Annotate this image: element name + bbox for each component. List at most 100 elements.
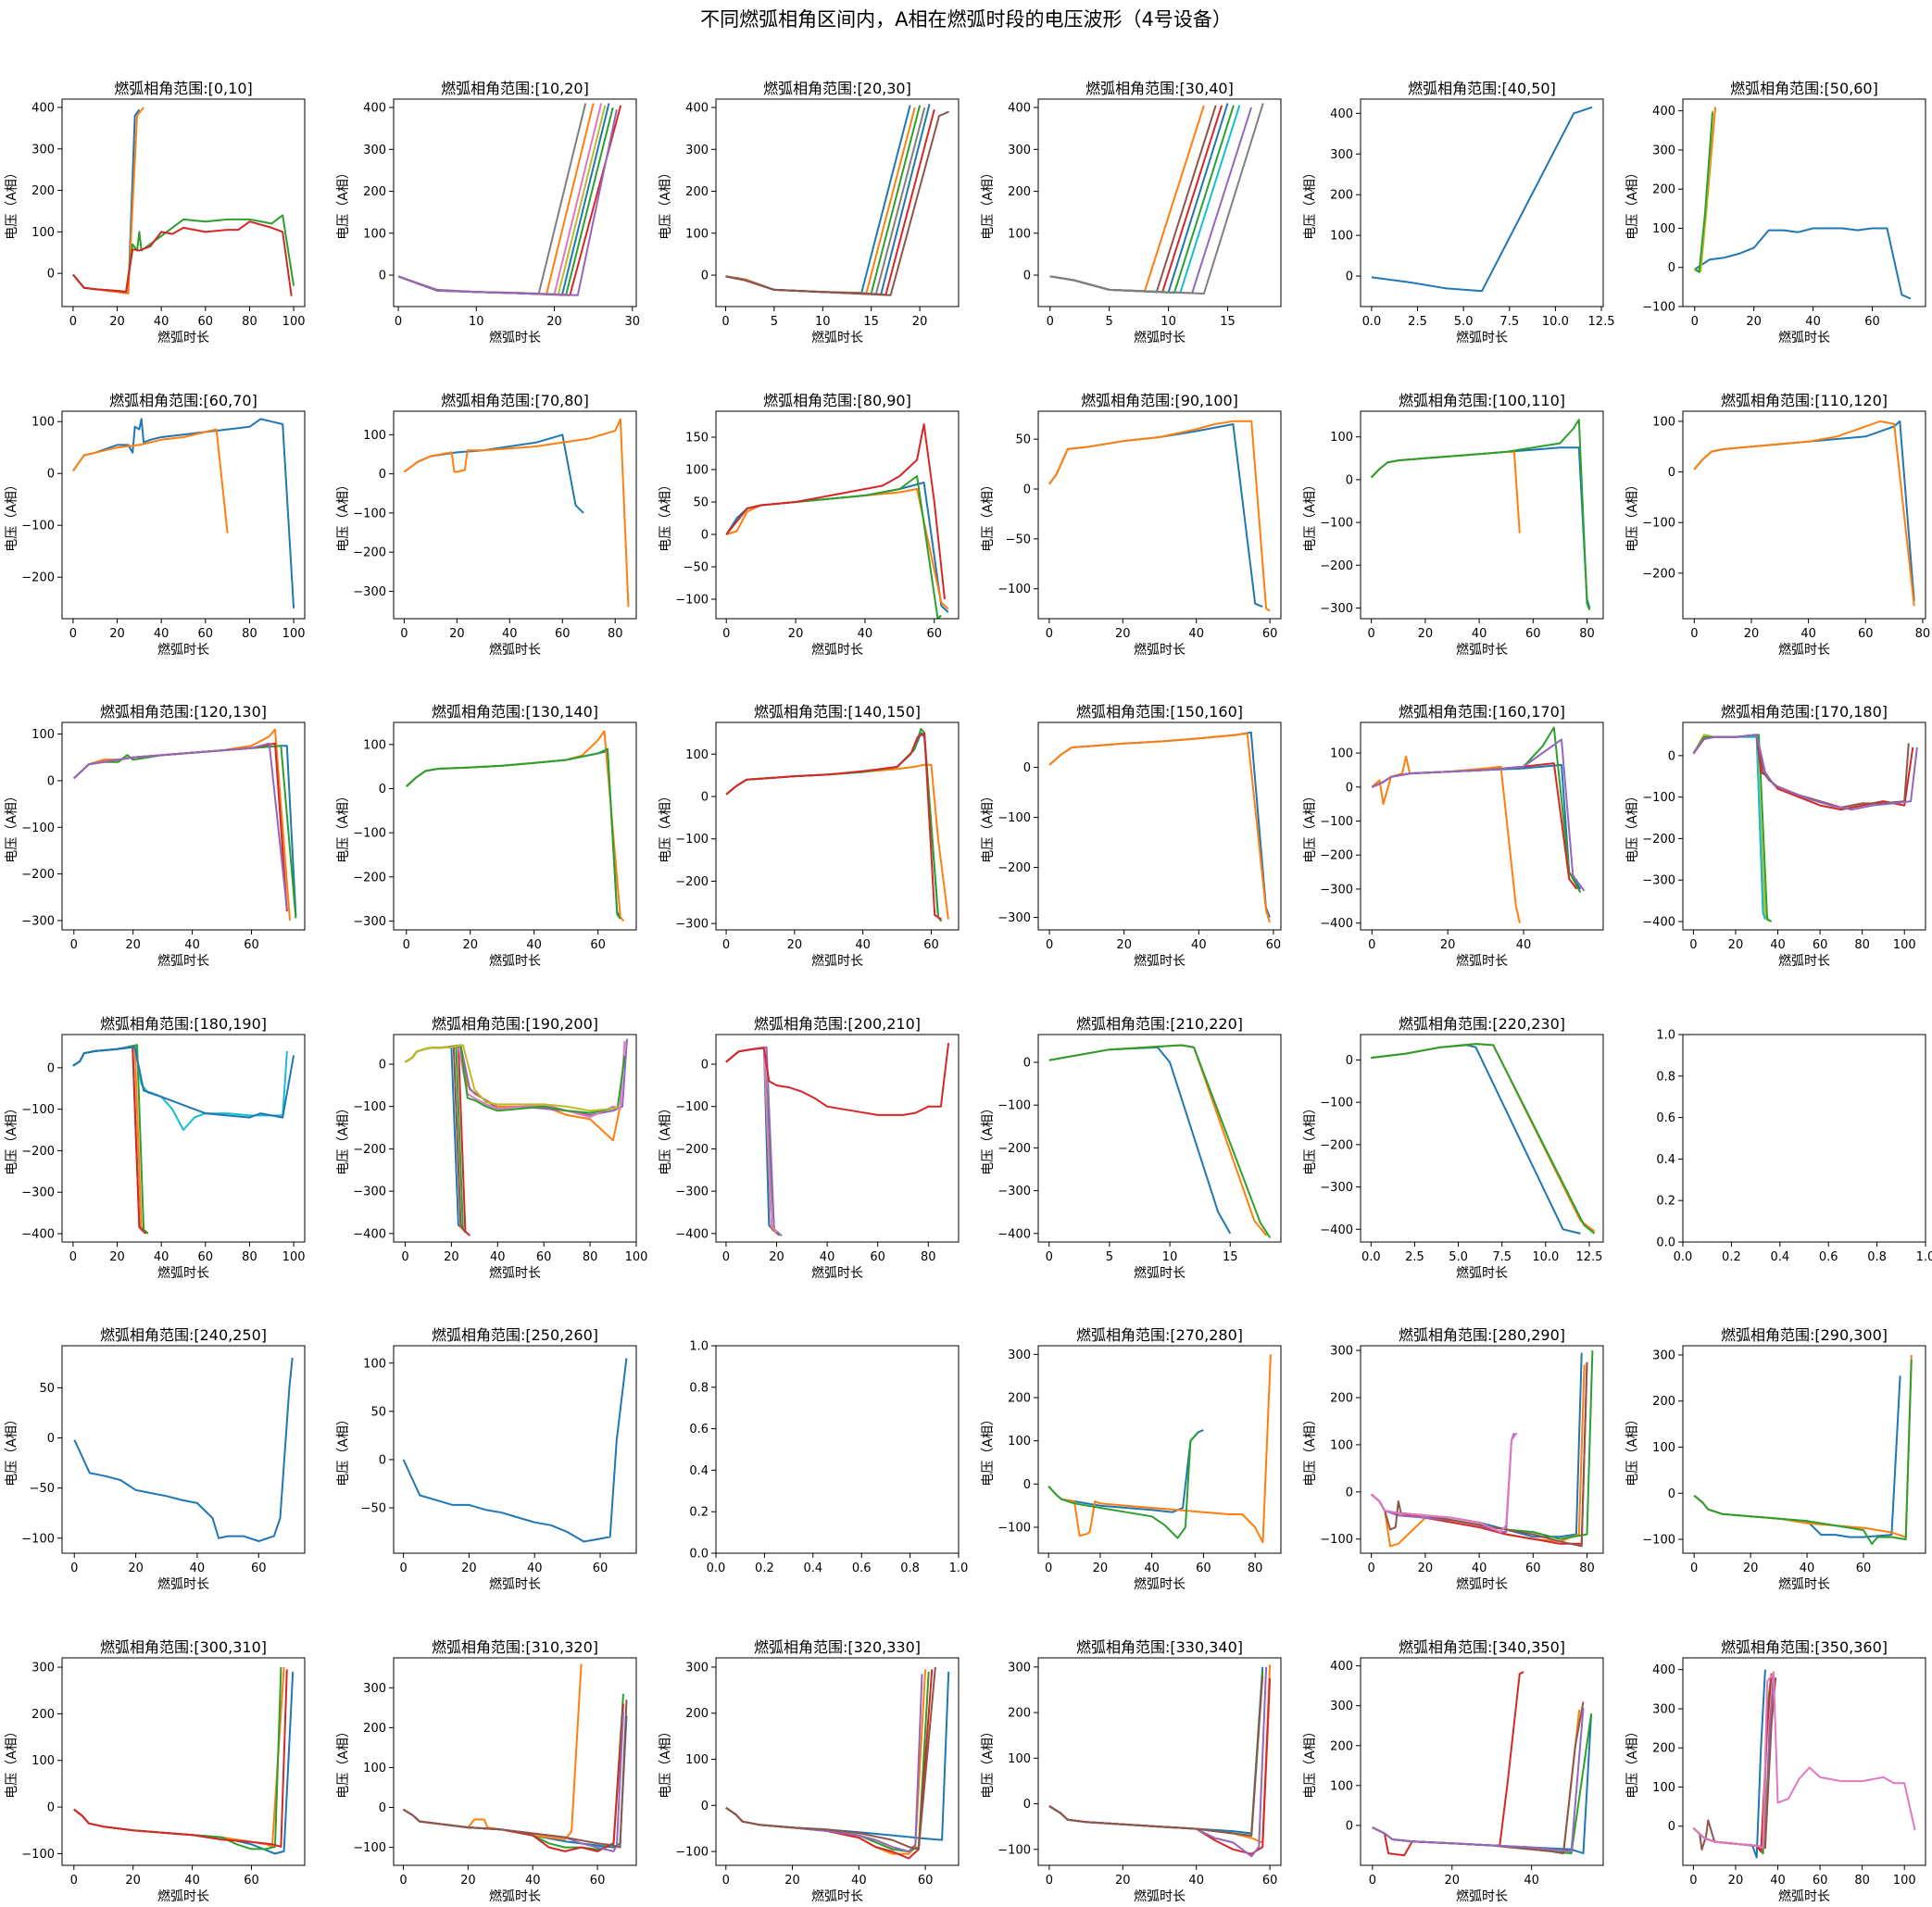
series-group: [725, 104, 949, 296]
x-tick-label: 40: [490, 1250, 506, 1264]
y-tick-label: 100: [1330, 1779, 1353, 1793]
y-tick-label: −300: [1320, 1181, 1353, 1195]
y-tick-label: 0: [1346, 781, 1353, 795]
series-group: [1371, 726, 1586, 923]
series-group: [1048, 1354, 1272, 1544]
y-tick-label: −200: [1642, 567, 1675, 581]
x-tick-label: 1.0: [1916, 1250, 1932, 1264]
axes-frame: [61, 1034, 306, 1243]
x-tick-label: 0: [1046, 1874, 1053, 1888]
x-tick-label: 40: [526, 938, 542, 952]
y-tick-label: −400: [1642, 916, 1675, 930]
y-tick-label: 300: [1652, 1349, 1675, 1362]
series-group: [72, 418, 295, 608]
series-group: [1692, 1669, 1916, 1859]
series-group: [73, 1357, 294, 1542]
x-tick-label: 60: [536, 1250, 552, 1264]
subplot: 0 20 40 60 80 100 −400 −300 −200 −100 0 燃弧相角范围:[190…: [336, 1015, 647, 1281]
subplot: 0 20 40 60 −300 −200 −100 0 100 燃弧相角范围:[140,150] 燃…: [659, 703, 960, 969]
y-axis-label: 电压（A相）: [5, 478, 19, 552]
y-tick-label: −100: [21, 1532, 55, 1546]
x-tick-label: 0.0: [1361, 1250, 1381, 1264]
series-line: [73, 1357, 294, 1542]
x-tick-label: 60: [555, 627, 571, 641]
y-tick-label: 200: [1008, 185, 1031, 199]
x-tick-label: 60: [1856, 1562, 1872, 1575]
subplot-title: 燃弧相角范围:[320,330]: [754, 1638, 921, 1656]
subplot: 0 20 40 60 80 −200 −100 0 100 燃弧相角范围:[110,120] 燃弧时…: [1625, 392, 1930, 658]
y-axis-label: 电压（A相）: [336, 166, 351, 240]
series-group: [1694, 107, 1912, 300]
y-tick-label: 100: [31, 728, 55, 742]
x-axis-label: 燃弧时长: [157, 330, 209, 345]
x-axis-label: 燃弧时长: [157, 1888, 209, 1904]
y-tick-label: −50: [1006, 533, 1031, 546]
y-tick-label: −100: [675, 1846, 709, 1860]
y-tick-label: −100: [1320, 1097, 1353, 1110]
y-tick-label: 50: [693, 496, 709, 510]
x-tick-label: 40: [1191, 938, 1207, 952]
x-tick-label: 20: [461, 1562, 477, 1575]
y-tick-label: 0: [379, 468, 386, 482]
x-tick-label: 100: [282, 627, 306, 641]
x-tick-label: 0: [1690, 627, 1698, 641]
y-axis-label: 电压（A相）: [336, 1725, 351, 1799]
y-tick-label: −300: [997, 911, 1031, 925]
y-tick-label: 300: [363, 144, 386, 157]
subplot: 0 5 10 15 200100200300400燃弧相角范围:[20,30]燃弧时长电…: [659, 80, 960, 345]
y-tick-label: −200: [353, 546, 386, 560]
y-tick-label: −200: [353, 1143, 386, 1157]
y-tick-label: 200: [1008, 1392, 1031, 1406]
y-tick-label: −100: [353, 1100, 386, 1114]
y-tick-label: 300: [1330, 1700, 1353, 1713]
y-tick-label: 300: [685, 144, 709, 157]
y-tick-label: 400: [1652, 105, 1675, 119]
y-tick-label: 100: [1652, 1781, 1675, 1795]
x-tick-label: 0: [70, 1874, 78, 1888]
y-tick-label: 0.6: [689, 1423, 709, 1437]
y-tick-label: 100: [685, 464, 709, 478]
y-tick-label: 200: [1330, 1739, 1353, 1753]
x-tick-label: 10: [469, 315, 484, 329]
y-tick-label: 100: [363, 429, 386, 443]
subplot: 0 20 40 60 80 100 0 100 200 300 400 燃弧相角范围:[350,360…: [1625, 1638, 1926, 1904]
series-line: [1370, 1432, 1518, 1534]
x-tick-label: 0: [1368, 938, 1375, 952]
x-tick-label: 0: [70, 938, 78, 952]
x-axis-label: 燃弧时长: [1456, 953, 1508, 969]
y-tick-label: −300: [353, 915, 386, 929]
x-tick-label: 40: [1800, 627, 1816, 641]
axes-frame: [1682, 410, 1926, 620]
series-line: [404, 1044, 619, 1112]
series-line: [72, 1046, 295, 1119]
y-tick-label: 100: [363, 738, 386, 752]
y-tick-label: −100: [675, 833, 709, 847]
x-axis-label: 燃弧时长: [1134, 642, 1186, 658]
series-group: [402, 1358, 628, 1543]
y-tick-label: −100: [997, 1099, 1031, 1113]
x-axis-label: 燃弧时长: [489, 1576, 541, 1592]
x-tick-label: 10: [1162, 1250, 1178, 1264]
y-tick-label: 0: [47, 268, 55, 282]
series-group: [1049, 103, 1264, 295]
x-tick-label: 60: [1196, 1562, 1211, 1575]
y-tick-label: 100: [1330, 230, 1353, 244]
y-tick-label: 200: [685, 185, 709, 199]
y-axis-label: 电压（A相）: [981, 166, 996, 240]
subplot: 0 20 40 60 −50 0 50 100 燃弧相角范围:[250,260] 燃弧时长 电压（A…: [336, 1326, 637, 1592]
x-axis-label: 燃弧时长: [1456, 642, 1508, 658]
x-tick-label: 5: [1106, 1250, 1113, 1264]
series-line: [1694, 227, 1912, 300]
subplot: 0 20 40 60 80 100 −400 −300 −200 −100 0 燃弧相角范围:[180…: [5, 1015, 306, 1281]
axes-frame: [715, 721, 960, 931]
x-axis-label: 燃弧时长: [1456, 1576, 1508, 1592]
y-tick-label: 0: [379, 1059, 386, 1073]
y-tick-label: −200: [997, 861, 1031, 875]
x-tick-label: 60: [1864, 315, 1880, 329]
y-tick-label: 300: [1008, 144, 1031, 157]
x-tick-label: 0: [721, 315, 729, 329]
subplot-title: 燃弧相角范围:[70,80]: [441, 392, 589, 409]
x-tick-label: 40: [820, 1250, 835, 1264]
x-tick-label: 20: [1093, 1562, 1109, 1575]
